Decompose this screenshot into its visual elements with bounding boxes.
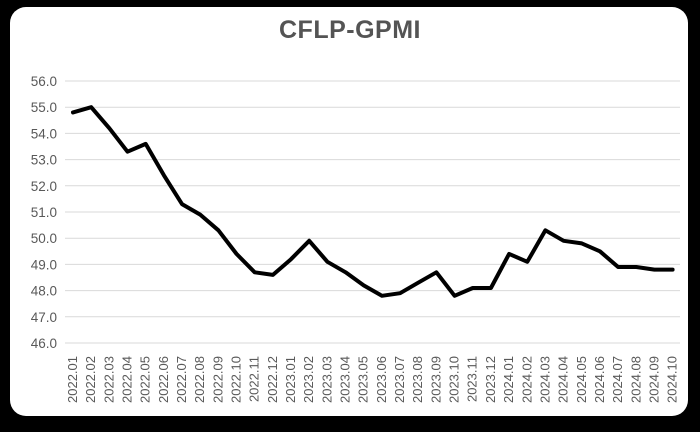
y-tick-label: 46.0 (31, 336, 57, 351)
x-tick-label: 2023.05 (356, 356, 371, 403)
x-tick-label: 2023.12 (483, 356, 498, 403)
y-tick-label: 56.0 (31, 74, 57, 89)
x-tick-label: 2023.01 (283, 356, 298, 403)
data-series-line (71, 105, 675, 298)
x-tick-label: 2023.11 (465, 356, 480, 402)
x-tick-label: 2023.04 (338, 356, 353, 403)
x-tick-label: 2022.06 (156, 356, 171, 403)
x-tick-label: 2022.12 (265, 356, 280, 403)
x-tick-label: 2023.09 (428, 356, 443, 403)
y-tick-label: 47.0 (31, 310, 57, 325)
x-tick-label: 2022.04 (120, 356, 135, 403)
x-tick-label: 2022.10 (229, 356, 244, 403)
x-tick-label: 2023.07 (392, 356, 407, 403)
y-axis-labels: 46.0 47.0 48.0 49.0 50.0 51.0 52.0 53.0 54.0 55.0… (31, 74, 57, 351)
x-tick-label: 2022.03 (101, 356, 116, 403)
chart-title: CFLP-GPMI (279, 16, 421, 44)
y-tick-label: 48.0 (31, 284, 57, 299)
x-tick-label: 2024.05 (574, 356, 589, 403)
x-tick-label: 2023.10 (447, 356, 462, 403)
x-axis-labels: 2022.01 2022.02 2022.03 2022.04 2022.05 2022.… (65, 356, 680, 403)
x-tick-label: 2022.09 (210, 356, 225, 403)
x-tick-label: 2022.02 (83, 356, 98, 403)
x-tick-label: 2024.08 (628, 356, 643, 403)
x-tick-label: 2024.03 (537, 356, 552, 403)
x-tick-label: 2024.07 (610, 356, 625, 403)
x-tick-label: 2023.08 (410, 356, 425, 403)
x-tick-label: 2022.05 (138, 356, 153, 403)
x-tick-label: 2022.08 (192, 356, 207, 403)
x-tick-label: 2022.11 (247, 356, 262, 402)
y-tick-label: 51.0 (31, 205, 57, 220)
x-tick-label: 2024.04 (556, 356, 571, 403)
y-tick-label: 50.0 (31, 231, 57, 246)
x-tick-label: 2024.09 (646, 356, 661, 403)
y-tick-label: 54.0 (31, 126, 57, 141)
x-tick-label: 2024.10 (665, 356, 680, 403)
y-tick-label: 55.0 (31, 100, 57, 115)
x-tick-label: 2023.03 (319, 356, 334, 403)
x-tick-label: 2023.02 (301, 356, 316, 403)
y-tick-label: 49.0 (31, 257, 57, 272)
x-tick-label: 2022.01 (65, 356, 80, 403)
y-tick-label: 52.0 (31, 179, 57, 194)
x-tick-label: 2024.06 (592, 356, 607, 403)
x-tick-label: 2024.02 (519, 356, 534, 403)
y-tick-label: 53.0 (31, 153, 57, 168)
x-tick-label: 2022.07 (174, 356, 189, 403)
gridlines (65, 80, 680, 344)
x-tick-label: 2023.06 (374, 356, 389, 403)
x-tick-label: 2024.01 (501, 356, 516, 403)
